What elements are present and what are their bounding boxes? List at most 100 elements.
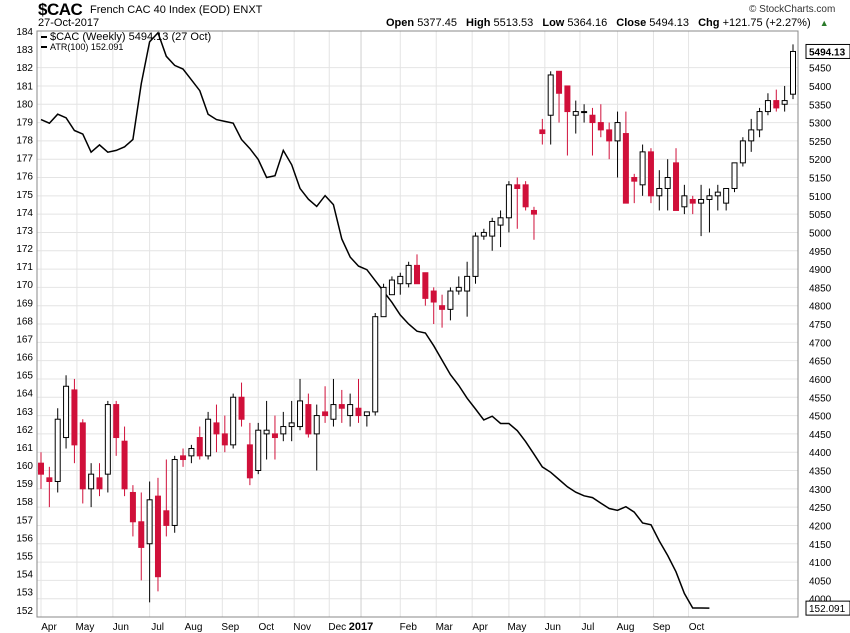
atr-tick-label: 164 xyxy=(16,389,33,400)
candle-body xyxy=(639,151,646,186)
candle-body xyxy=(681,195,688,208)
candle-body xyxy=(764,100,771,113)
candle-body xyxy=(731,162,738,189)
candle-body xyxy=(447,290,454,310)
candle xyxy=(255,422,262,475)
candle-body xyxy=(163,510,170,526)
candle-body xyxy=(622,133,629,204)
candle xyxy=(196,426,203,460)
atr-tick-label: 152 xyxy=(16,606,33,617)
price-tick-label: 4500 xyxy=(809,412,832,423)
time-tick-label: 2017 xyxy=(349,621,373,633)
candle xyxy=(673,148,680,211)
atr-tick-label: 176 xyxy=(16,172,33,183)
candle-body xyxy=(773,100,780,109)
price-tick-label: 5050 xyxy=(809,210,832,221)
atr-tick-label: 157 xyxy=(16,515,33,526)
candle xyxy=(154,477,161,592)
price-tick-label: 5300 xyxy=(809,119,832,130)
candle-body xyxy=(347,404,354,417)
chart-date: 27-Oct-2017 xyxy=(38,17,100,29)
candle xyxy=(305,393,312,438)
candle-body xyxy=(138,521,145,548)
candle xyxy=(681,184,688,215)
candle xyxy=(313,404,320,471)
time-tick-label: Mar xyxy=(436,622,454,633)
candle-body xyxy=(305,404,312,435)
stockcharts-watermark: © StockCharts.com xyxy=(749,4,836,15)
ohlc-readout: Open 5377.45 High 5513.53 Low 5364.16 Cl… xyxy=(386,17,835,29)
candle xyxy=(96,463,103,497)
candle-body xyxy=(698,198,705,204)
low-label: Low xyxy=(542,17,565,29)
candle xyxy=(764,93,771,116)
candle xyxy=(263,400,270,460)
candle-body xyxy=(606,129,613,142)
candle-body xyxy=(556,70,563,94)
candle xyxy=(790,44,796,100)
candle-body xyxy=(564,85,571,113)
candle-body xyxy=(154,495,161,578)
candle-body xyxy=(230,396,237,446)
candle-body xyxy=(96,477,103,490)
candle xyxy=(271,415,278,460)
time-tick-label: Jun xyxy=(545,622,561,633)
candle-body xyxy=(146,499,153,545)
candle-body xyxy=(739,140,746,164)
atr-tick-label: 165 xyxy=(16,371,33,382)
price-axis: 4000 4050 4100 4150 4200 4250 4300 4350 4400 4450… xyxy=(805,43,850,616)
candle-body xyxy=(255,429,262,471)
candle xyxy=(163,459,170,537)
candle-body xyxy=(472,235,479,277)
candle xyxy=(388,276,395,296)
atr-tick-label: 182 xyxy=(16,63,33,74)
candle xyxy=(706,188,713,233)
candle xyxy=(547,71,554,145)
time-tick-label: Nov xyxy=(293,622,311,633)
candle-body xyxy=(405,264,412,285)
candle-body xyxy=(489,220,496,237)
price-tick-label: 4450 xyxy=(809,430,832,441)
time-axis: Apr May Jun Jul Aug Sep Oct Nov Dec 2017 Feb Mar Apr… xyxy=(41,621,704,633)
atr-axis: 152 153 154 155 156 157 158 159 160 161 162 163 164 1… xyxy=(16,27,33,617)
candle xyxy=(505,181,512,233)
price-tick-label: 4100 xyxy=(809,558,832,569)
candle-body xyxy=(271,433,278,439)
candle-body xyxy=(322,411,329,417)
atr-line xyxy=(40,31,710,609)
time-tick-label: Apr xyxy=(41,622,57,633)
time-tick-label: Aug xyxy=(185,622,203,633)
candle-body xyxy=(213,422,220,435)
candle xyxy=(280,411,287,442)
open-label: Open xyxy=(386,17,415,29)
atr-tick-label: 177 xyxy=(16,154,33,165)
time-tick-label: Sep xyxy=(653,622,671,633)
price-tick-label: 4550 xyxy=(809,393,832,404)
candle xyxy=(88,463,95,508)
candle-body xyxy=(79,422,86,490)
candle-body xyxy=(631,177,638,182)
candle-body xyxy=(54,418,61,482)
price-tick-label: 5400 xyxy=(809,82,832,93)
candle-body xyxy=(656,187,663,197)
time-tick-label: Jul xyxy=(151,622,164,633)
high-label: High xyxy=(466,17,491,29)
candle xyxy=(631,173,638,204)
price-tick-label: 4900 xyxy=(809,265,832,276)
time-tick-label: Oct xyxy=(258,622,274,633)
candle xyxy=(171,455,178,533)
candle xyxy=(556,70,563,123)
up-arrow-icon: ▲ xyxy=(819,18,829,28)
candle xyxy=(472,232,479,284)
atr-last-tag xyxy=(805,600,850,616)
candle-body xyxy=(597,122,604,131)
price-tick-label: 4850 xyxy=(809,283,832,294)
candle-body xyxy=(196,437,203,457)
price-tick-label: 5450 xyxy=(809,64,832,75)
chg-value: +121.75 (+2.27%) xyxy=(722,17,811,29)
time-tick-label: May xyxy=(507,622,526,633)
candle xyxy=(188,444,195,464)
candle xyxy=(238,382,245,427)
candle xyxy=(221,415,228,453)
price-tick-label: 4750 xyxy=(809,320,832,331)
